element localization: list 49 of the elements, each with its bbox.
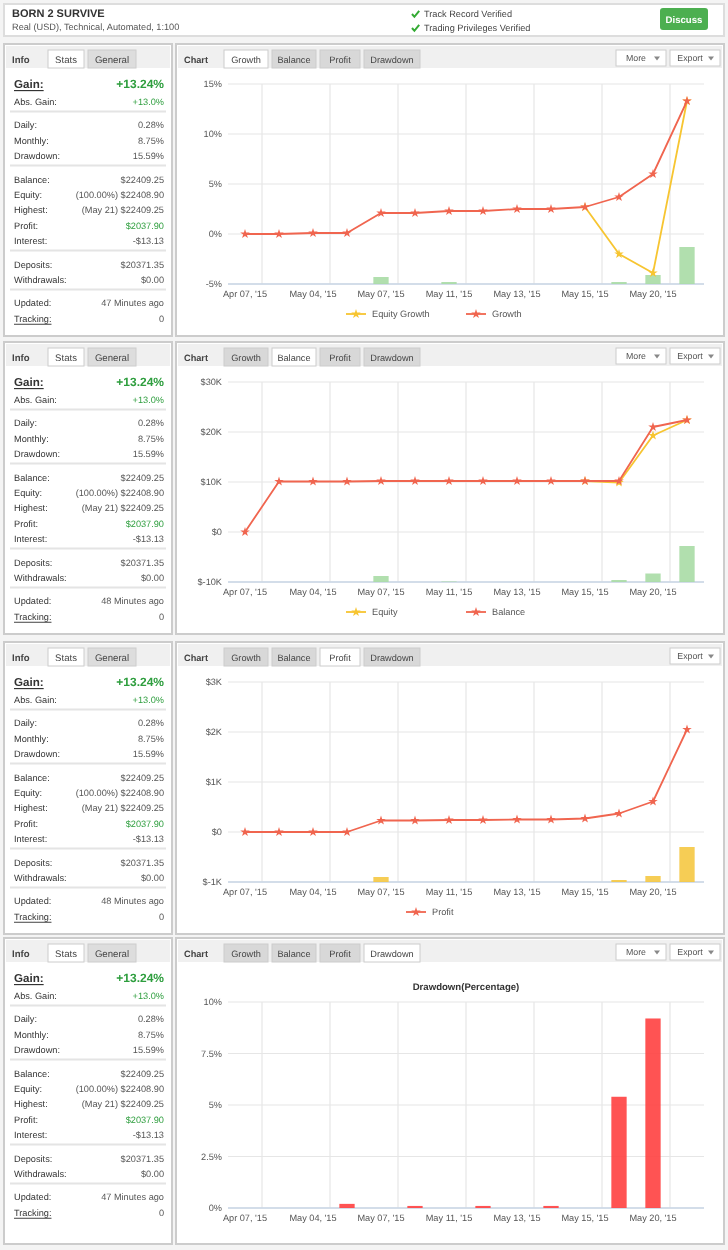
- point: [376, 476, 386, 486]
- point: [682, 724, 692, 734]
- point: [546, 476, 556, 486]
- bar: [679, 847, 695, 882]
- bar: [373, 277, 389, 284]
- point: [444, 815, 454, 825]
- bar: [645, 573, 661, 582]
- point: [444, 476, 454, 486]
- point: [240, 527, 250, 537]
- point: [376, 815, 386, 825]
- point: [648, 796, 658, 806]
- point: [478, 206, 488, 216]
- bar: [679, 247, 695, 284]
- bar: [645, 275, 661, 284]
- point: [512, 204, 522, 214]
- point: [410, 208, 420, 218]
- point: [478, 815, 488, 825]
- point: [648, 422, 658, 432]
- point: [648, 169, 658, 179]
- bar: [373, 576, 389, 582]
- point: [240, 827, 250, 837]
- point: [342, 476, 352, 486]
- point: [342, 827, 352, 837]
- point: [614, 192, 624, 202]
- point: [478, 476, 488, 486]
- point: [546, 814, 556, 824]
- point: [274, 827, 284, 837]
- point: [410, 476, 420, 486]
- point: [342, 228, 352, 238]
- point: [614, 249, 624, 259]
- bar: [645, 876, 661, 882]
- point: [410, 815, 420, 825]
- point: [274, 229, 284, 239]
- point: [308, 476, 318, 486]
- bar: [679, 546, 695, 582]
- point: [512, 476, 522, 486]
- point: [512, 814, 522, 824]
- point: [648, 430, 658, 440]
- point: [240, 229, 250, 239]
- point: [614, 808, 624, 818]
- point: [308, 228, 318, 238]
- point: [546, 204, 556, 214]
- point: [308, 827, 318, 837]
- point: [376, 208, 386, 218]
- bar: [645, 1018, 661, 1208]
- bar: [611, 1096, 627, 1208]
- point: [444, 206, 454, 216]
- point: [274, 476, 284, 486]
- point: [648, 268, 658, 278]
